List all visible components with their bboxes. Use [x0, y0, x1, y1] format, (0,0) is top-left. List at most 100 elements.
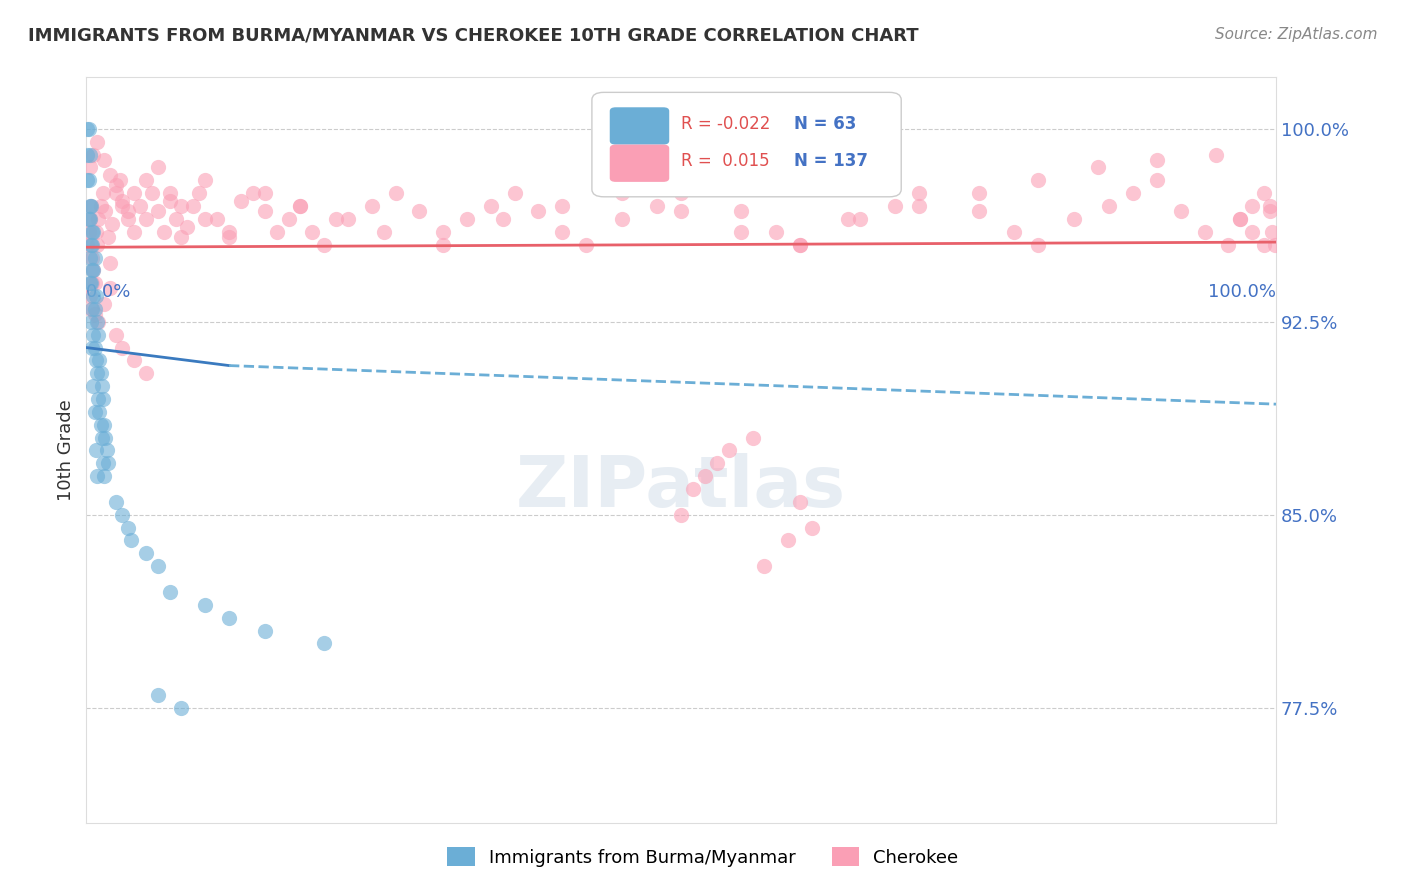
Point — [754, 559, 776, 574]
Point — [967, 204, 990, 219]
Point — [551, 199, 574, 213]
Point — [717, 443, 740, 458]
Point — [503, 186, 526, 201]
Point — [84, 289, 107, 303]
Point — [90, 417, 112, 432]
Point — [76, 121, 98, 136]
Point — [83, 405, 105, 419]
Point — [84, 443, 107, 458]
Point — [97, 456, 120, 470]
Point — [610, 211, 633, 226]
Point — [1261, 225, 1284, 239]
Point — [111, 199, 134, 213]
Point — [87, 211, 110, 226]
Text: Source: ZipAtlas.com: Source: ZipAtlas.com — [1215, 27, 1378, 42]
Point — [908, 186, 931, 201]
Point — [82, 251, 104, 265]
Point — [82, 147, 104, 161]
Point — [79, 161, 101, 175]
Point — [80, 237, 103, 252]
Point — [194, 598, 217, 612]
Point — [1253, 237, 1275, 252]
Point — [77, 173, 100, 187]
Point — [967, 186, 990, 201]
Point — [266, 225, 288, 239]
Point — [105, 178, 128, 193]
Point — [108, 173, 131, 187]
Point — [135, 173, 157, 187]
Point — [82, 301, 104, 316]
Point — [84, 225, 107, 239]
Point — [242, 186, 264, 201]
Point — [194, 173, 217, 187]
Point — [1205, 147, 1227, 161]
Point — [83, 277, 105, 291]
Text: N = 137: N = 137 — [794, 152, 868, 170]
Point — [253, 624, 276, 638]
Point — [89, 353, 111, 368]
Point — [456, 211, 478, 226]
Point — [682, 482, 704, 496]
Point — [97, 230, 120, 244]
Point — [176, 219, 198, 234]
Point — [79, 251, 101, 265]
Point — [76, 147, 98, 161]
Point — [93, 297, 115, 311]
Point — [111, 508, 134, 522]
Point — [146, 688, 169, 702]
Text: R =  0.015: R = 0.015 — [681, 152, 769, 170]
Point — [135, 366, 157, 380]
Point — [325, 211, 347, 226]
Point — [432, 237, 454, 252]
Legend: Immigrants from Burma/Myanmar, Cherokee: Immigrants from Burma/Myanmar, Cherokee — [440, 840, 966, 874]
Point — [76, 173, 98, 187]
Point — [789, 237, 811, 252]
Point — [337, 211, 360, 226]
Point — [765, 225, 787, 239]
Text: N = 63: N = 63 — [794, 115, 856, 133]
Point — [93, 469, 115, 483]
Point — [1002, 225, 1025, 239]
Point — [117, 521, 139, 535]
Point — [79, 147, 101, 161]
Point — [82, 263, 104, 277]
Point — [82, 225, 104, 239]
Point — [1241, 199, 1264, 213]
Point — [908, 199, 931, 213]
Text: IMMIGRANTS FROM BURMA/MYANMAR VS CHEROKEE 10TH GRADE CORRELATION CHART: IMMIGRANTS FROM BURMA/MYANMAR VS CHEROKE… — [28, 27, 918, 45]
Point — [778, 533, 800, 548]
Point — [159, 186, 181, 201]
Point — [527, 204, 550, 219]
Text: 0.0%: 0.0% — [86, 283, 132, 301]
Point — [146, 559, 169, 574]
Point — [1229, 211, 1251, 226]
Point — [290, 199, 312, 213]
Point — [105, 495, 128, 509]
Point — [741, 431, 763, 445]
Point — [1258, 199, 1281, 213]
Point — [1026, 173, 1049, 187]
Point — [122, 353, 145, 368]
Point — [314, 636, 336, 650]
Point — [1241, 225, 1264, 239]
Point — [551, 225, 574, 239]
Point — [83, 301, 105, 316]
Point — [165, 211, 187, 226]
Point — [152, 225, 174, 239]
Point — [408, 204, 430, 219]
Point — [122, 225, 145, 239]
Point — [205, 211, 228, 226]
Y-axis label: 10th Grade: 10th Grade — [58, 400, 75, 501]
Point — [90, 366, 112, 380]
Point — [79, 211, 101, 226]
Point — [101, 217, 124, 231]
Point — [194, 211, 217, 226]
Point — [128, 199, 150, 213]
Point — [94, 204, 117, 219]
Point — [80, 277, 103, 291]
Point — [1146, 173, 1168, 187]
Point — [884, 199, 907, 213]
Point — [79, 277, 101, 291]
Point — [122, 186, 145, 201]
Point — [647, 199, 669, 213]
